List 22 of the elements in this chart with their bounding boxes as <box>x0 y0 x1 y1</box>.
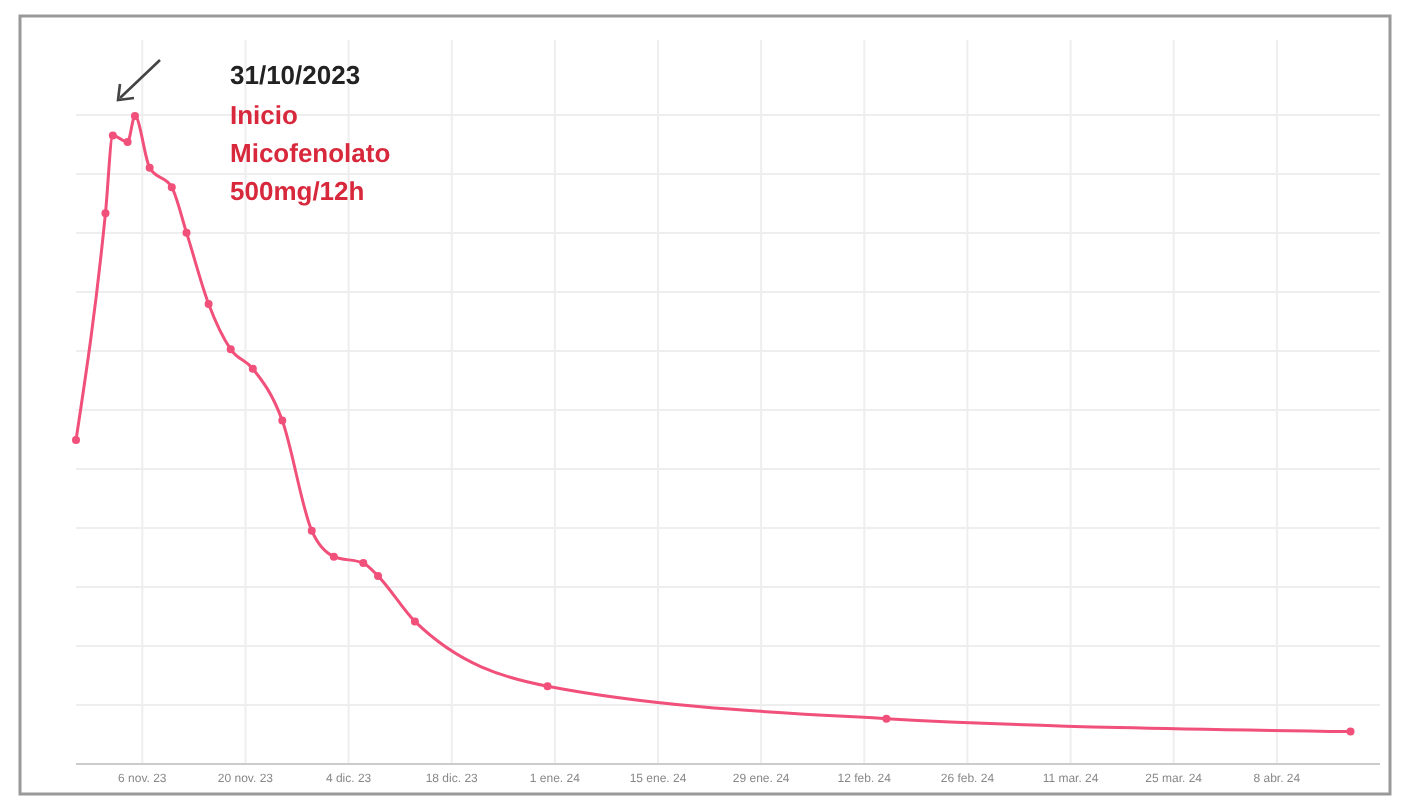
point <box>278 416 287 425</box>
point <box>204 299 213 308</box>
annotation: Inicio Micofenolato 500mg/12h <box>230 100 391 206</box>
point <box>72 436 80 444</box>
point <box>359 559 368 568</box>
point <box>410 617 419 626</box>
point <box>248 364 257 373</box>
point <box>374 572 383 581</box>
point <box>145 163 154 172</box>
point <box>1346 727 1355 736</box>
point <box>130 112 139 120</box>
point <box>182 228 191 237</box>
point <box>226 345 235 354</box>
point <box>882 714 891 723</box>
point <box>329 552 338 561</box>
text: 31/10/2023 <box>230 60 361 90</box>
point <box>167 183 176 192</box>
point <box>108 131 117 140</box>
point <box>123 137 132 146</box>
point <box>307 526 316 535</box>
point <box>101 209 110 218</box>
point <box>543 682 552 691</box>
